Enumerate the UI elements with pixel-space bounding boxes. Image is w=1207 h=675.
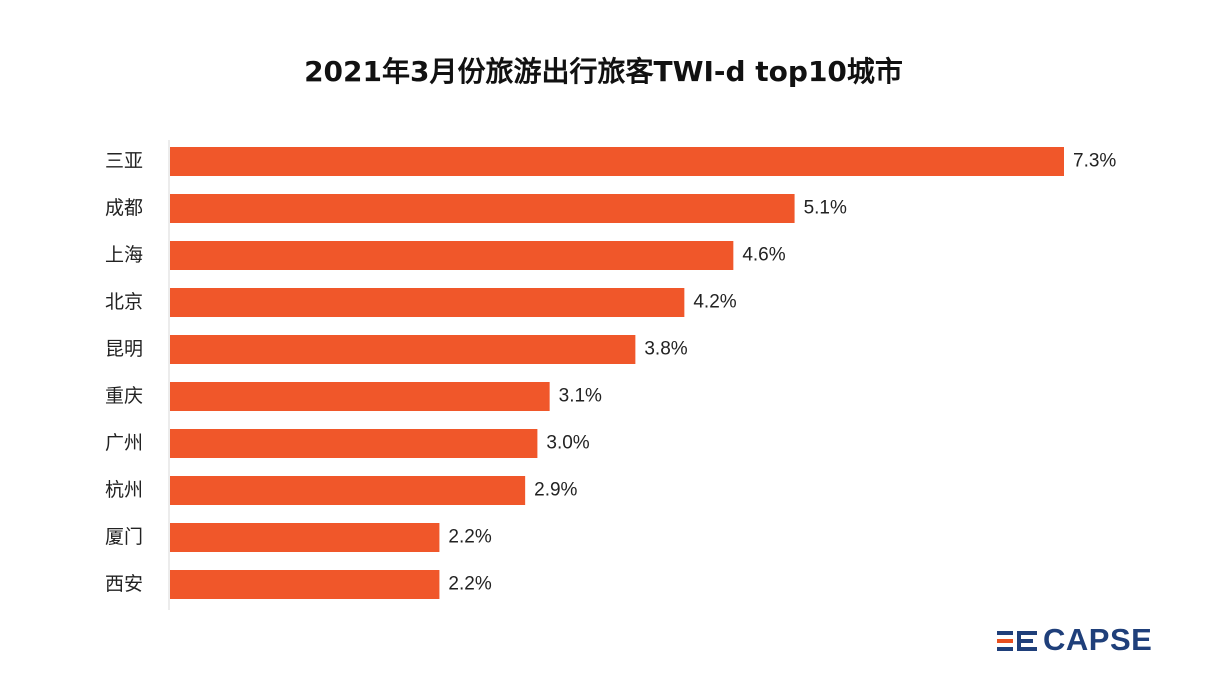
logo-text: CAPSE xyxy=(1043,622,1153,657)
bar xyxy=(170,147,1064,176)
category-label: 厦门 xyxy=(105,526,143,548)
capse-logo: CAPSE xyxy=(995,622,1165,660)
bar xyxy=(170,570,440,599)
value-label: 3.8% xyxy=(644,339,687,360)
value-label: 4.6% xyxy=(742,245,785,266)
chart-title: 2021年3月份旅游出行旅客TWI-d top10城市 xyxy=(304,55,903,88)
bar xyxy=(170,241,734,270)
value-label: 7.3% xyxy=(1073,151,1116,172)
value-label: 3.0% xyxy=(546,433,589,454)
category-label: 昆明 xyxy=(105,338,143,360)
category-label: 杭州 xyxy=(105,479,143,501)
bar xyxy=(170,523,440,552)
value-label: 2.2% xyxy=(448,527,491,548)
logo-mark-icon xyxy=(997,631,1037,651)
category-label: 广州 xyxy=(105,432,143,454)
value-label: 3.1% xyxy=(559,386,602,407)
bar xyxy=(170,335,636,364)
bar xyxy=(170,288,685,317)
bar xyxy=(170,429,538,458)
category-label: 重庆 xyxy=(105,385,143,407)
value-label: 5.1% xyxy=(804,198,847,219)
category-label: 上海 xyxy=(105,244,143,266)
category-label: 成都 xyxy=(105,197,143,219)
category-label: 三亚 xyxy=(105,150,143,172)
bars-group: 三亚 7.3% 成都 5.1% 上海 4.6% 北京 4.2% 昆明 3.8% 重庆 3.1% 广州 3.… xyxy=(105,147,1116,599)
value-label: 2.2% xyxy=(448,574,491,595)
category-label: 西安 xyxy=(105,573,143,595)
bar xyxy=(170,194,795,223)
value-label: 4.2% xyxy=(693,292,736,313)
bar xyxy=(170,476,526,505)
bar xyxy=(170,382,550,411)
value-label: 2.9% xyxy=(534,480,577,501)
category-label: 北京 xyxy=(105,291,143,313)
